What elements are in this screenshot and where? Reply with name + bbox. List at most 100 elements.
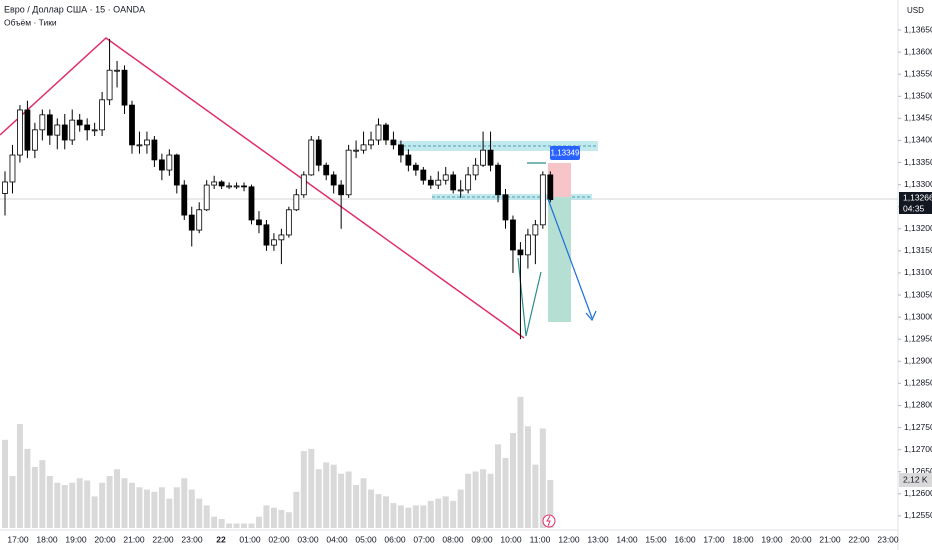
stop-zone xyxy=(548,163,571,197)
y-tick-label: 1,12850 xyxy=(904,378,932,388)
time-axis: 17:00 18:00 19:00 20:00 21:00 22:00 23:00 22 01:… xyxy=(7,534,899,544)
y-tick-label: 1,13400 xyxy=(904,135,932,145)
volume-bar xyxy=(285,512,292,528)
x-tick-label: 20:00 xyxy=(94,534,116,544)
candle-body xyxy=(158,159,165,171)
x-tick-label: 16:00 xyxy=(674,534,696,544)
volume-bar xyxy=(390,503,397,528)
y-tick-label: 1,13600 xyxy=(904,46,932,56)
y-tick-label: 1,13350 xyxy=(904,157,932,167)
volume-bar xyxy=(323,462,330,528)
x-tick-label: 07:00 xyxy=(413,534,435,544)
candle-body xyxy=(9,154,16,183)
volume-bar xyxy=(420,505,427,528)
candle-body xyxy=(84,124,91,131)
last-price-tag xyxy=(899,192,932,214)
candle-body xyxy=(226,185,233,188)
volume-layer xyxy=(2,396,554,528)
volume-tag xyxy=(899,473,932,487)
x-tick-label: 22:00 xyxy=(152,534,174,544)
volume-bar xyxy=(353,485,360,528)
x-tick-label: 12:00 xyxy=(558,534,580,544)
y-tick-label: 1,13200 xyxy=(904,223,932,233)
candle-body xyxy=(510,219,516,251)
trend-line xyxy=(0,37,525,339)
y-tick-label: 1,12750 xyxy=(904,422,932,432)
y-tick-label: 1,13300 xyxy=(904,179,932,189)
candle-body xyxy=(285,209,292,236)
candle-body xyxy=(181,184,188,216)
y-tick-label: 1,13550 xyxy=(904,68,932,78)
volume-bar xyxy=(61,485,68,528)
candle-body xyxy=(166,154,173,171)
volume-bar xyxy=(270,507,277,528)
candle-body xyxy=(144,139,150,146)
y-tick-label: 1,13150 xyxy=(904,245,932,255)
x-tick-label: 19:00 xyxy=(65,534,87,544)
candle-body xyxy=(502,194,509,221)
y-tick-label: 1,12550 xyxy=(904,510,932,520)
x-tick-label: 17:00 xyxy=(7,534,29,544)
x-tick-label: 22 xyxy=(216,534,226,544)
volume-bar xyxy=(196,498,203,528)
y-tick-label: 1,13500 xyxy=(904,91,932,101)
volume-bar xyxy=(143,489,150,528)
candle-body xyxy=(151,139,158,161)
candle-body xyxy=(525,234,531,256)
candle-body xyxy=(412,164,419,171)
candle-body xyxy=(383,124,389,141)
y-tick-label: 1,12650 xyxy=(904,466,932,476)
volume-bar xyxy=(330,464,337,528)
candle-body xyxy=(17,109,23,156)
candle-body xyxy=(427,179,434,186)
candle-body xyxy=(487,149,494,166)
candle-body xyxy=(31,129,38,151)
volume-bar xyxy=(539,428,546,528)
currency: USD xyxy=(907,6,924,15)
volume-bar xyxy=(2,439,8,528)
target-zone xyxy=(548,197,571,322)
volume-bar xyxy=(517,396,524,528)
y-tick-label: 1,13000 xyxy=(904,311,932,321)
volume-bar xyxy=(39,460,46,528)
volume-bar xyxy=(151,491,158,528)
candle-body xyxy=(46,114,53,136)
volume-bar xyxy=(532,464,539,528)
arrow xyxy=(547,198,593,319)
x-tick-label: 18:00 xyxy=(732,534,754,544)
volume-bar xyxy=(188,489,195,528)
x-tick-label: 15:00 xyxy=(645,534,667,544)
candle-body xyxy=(457,189,464,192)
candle-body xyxy=(390,139,397,146)
volume-bar xyxy=(181,478,188,528)
volume-bar xyxy=(427,500,434,528)
candle-body xyxy=(248,186,255,221)
candle-body xyxy=(300,174,307,196)
volume-bar xyxy=(211,516,218,528)
candle-body xyxy=(203,184,210,211)
candle-body xyxy=(405,154,412,166)
candle-body xyxy=(263,224,270,246)
candle-body xyxy=(218,181,225,187)
volume-bar xyxy=(465,473,472,528)
candle-layer xyxy=(2,38,554,340)
arrow-head xyxy=(585,310,597,322)
volume-bar xyxy=(345,471,352,528)
x-tick-label: 21:00 xyxy=(123,534,145,544)
chart-subtitle: Объём · Тики xyxy=(4,17,57,27)
candle-body xyxy=(353,149,359,152)
x-tick-label: 08:00 xyxy=(442,534,464,544)
candle-body xyxy=(121,69,128,106)
volume-bar xyxy=(16,423,23,528)
target-label: 1,13349 xyxy=(551,149,580,158)
volume-bar xyxy=(480,469,487,528)
event-icon-bolt xyxy=(546,515,551,527)
volume-bar xyxy=(218,518,225,528)
x-tick-label: 19:00 xyxy=(761,534,783,544)
candle-body xyxy=(398,144,404,156)
x-tick-label: 23:00 xyxy=(181,534,203,544)
candle-body xyxy=(76,119,83,126)
volume-bar xyxy=(226,523,233,528)
volume-bar xyxy=(308,448,315,528)
